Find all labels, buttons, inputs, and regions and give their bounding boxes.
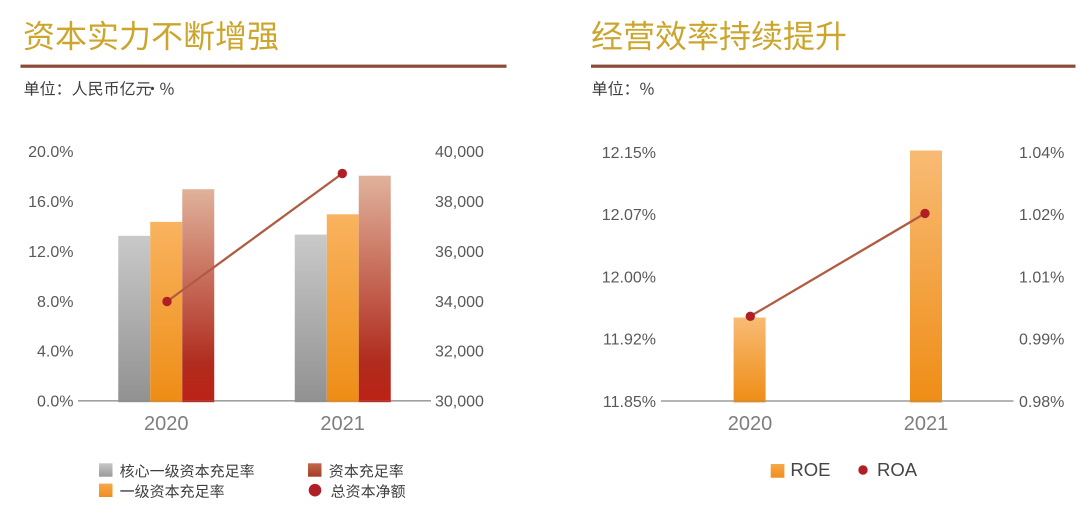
svg-text:12.07%: 12.07%	[602, 207, 656, 224]
svg-text:12.15%: 12.15%	[602, 145, 656, 162]
svg-text:30,000: 30,000	[435, 394, 484, 411]
svg-text:ROE: ROE	[790, 459, 830, 480]
svg-text:2020: 2020	[728, 413, 773, 435]
svg-text:38,000: 38,000	[435, 194, 484, 211]
svg-text:12.00%: 12.00%	[602, 269, 656, 286]
svg-text:2020: 2020	[144, 413, 189, 435]
svg-text:34,000: 34,000	[435, 294, 484, 311]
svg-text:0.0%: 0.0%	[37, 394, 73, 411]
svg-text:2021: 2021	[320, 413, 365, 435]
svg-text:0.99%: 0.99%	[1019, 332, 1064, 349]
svg-text:12.0%: 12.0%	[28, 244, 73, 261]
svg-text:2021: 2021	[904, 413, 949, 435]
svg-text:32,000: 32,000	[435, 344, 484, 361]
svg-text:36,000: 36,000	[435, 244, 484, 261]
svg-text:0.98%: 0.98%	[1019, 394, 1064, 411]
svg-text:11.92%: 11.92%	[603, 332, 656, 349]
svg-text:20.0%: 20.0%	[28, 144, 73, 161]
svg-text:8.0%: 8.0%	[37, 294, 73, 311]
svg-text:11.85%: 11.85%	[603, 394, 656, 411]
svg-text:1.02%: 1.02%	[1019, 207, 1064, 224]
svg-text:1.01%: 1.01%	[1019, 269, 1064, 286]
svg-text:1.04%: 1.04%	[1019, 145, 1064, 162]
svg-text:ROA: ROA	[877, 459, 918, 480]
svg-text:4.0%: 4.0%	[37, 344, 73, 361]
svg-text:16.0%: 16.0%	[28, 194, 73, 211]
svg-text:40,000: 40,000	[435, 144, 484, 161]
